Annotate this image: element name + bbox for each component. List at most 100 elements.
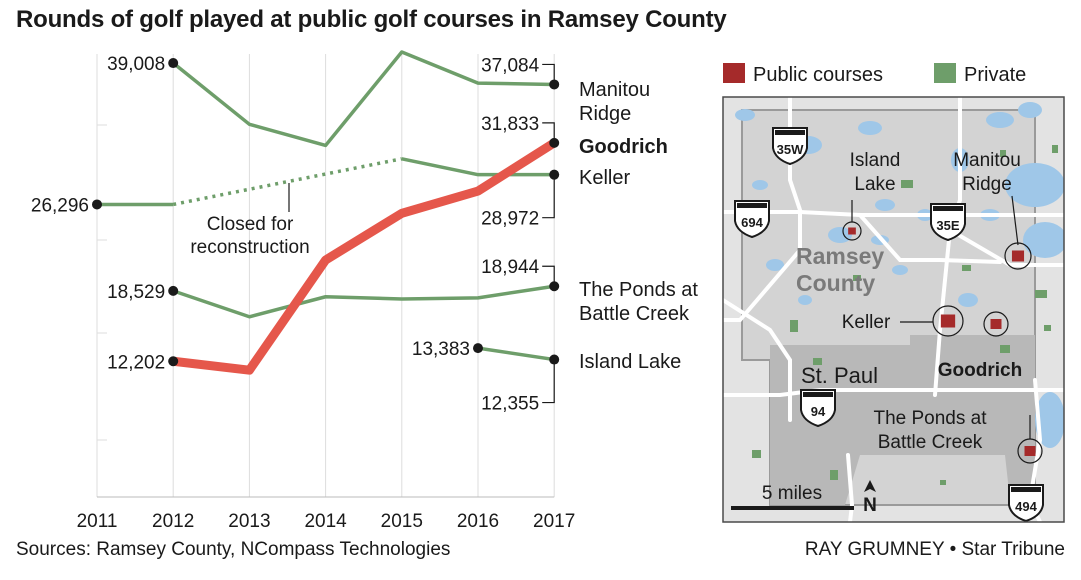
road-0 <box>723 97 802 322</box>
series-name-the-ponds-at-battle-creek-1: Battle Creek <box>579 303 690 325</box>
interstate-shield-35W <box>772 127 808 166</box>
value-label-island-lake-2016: 13,383 <box>412 339 470 360</box>
x-tick-label-2012: 2012 <box>152 511 194 532</box>
private-course-9 <box>1052 145 1058 153</box>
value-label-manitou-ridge-2012: 39,008 <box>107 54 165 75</box>
lake-16 <box>958 293 978 307</box>
legend-private-swatch <box>934 63 956 83</box>
closed-dotted-line <box>172 157 403 207</box>
x-tick-label-2011: 2011 <box>77 511 118 532</box>
county-label-0: Ramsey <box>796 243 884 269</box>
closed-label-line-0: Closed for <box>207 214 294 235</box>
private-course-12 <box>1044 325 1051 331</box>
road-5 <box>948 228 1064 267</box>
chart-grid <box>96 54 555 498</box>
map-label-ponds-1: Battle Creek <box>878 432 983 453</box>
private-course-5 <box>1000 345 1010 353</box>
series-name-manitou-ridge-0: Manitou <box>579 79 650 101</box>
chart-title: Rounds of golf played at public golf cou… <box>16 6 727 33</box>
public-course-ring-3 <box>983 311 1009 337</box>
private-course-3 <box>830 470 838 480</box>
road-4 <box>723 298 792 422</box>
value-leader-island-lake-2017 <box>542 359 555 404</box>
private-course-2 <box>813 358 822 365</box>
private-course-0 <box>901 180 913 188</box>
north-label: N <box>863 495 877 516</box>
value-label-island-lake-2017: 12,355 <box>481 394 539 415</box>
lake-15 <box>1035 392 1064 448</box>
st-paul-urban-area <box>770 335 1035 505</box>
value-leader-the-ponds-at-battle-creek-2017 <box>542 265 555 287</box>
manitou-leader <box>1011 195 1019 246</box>
value-label-the-ponds-at-battle-creek-2017: 18,944 <box>481 257 540 278</box>
private-course-10 <box>1000 150 1006 157</box>
interstate-shield-label-35E: 35E <box>936 218 959 233</box>
value-label-goodrich-2017: 31,833 <box>481 114 539 135</box>
lake-6 <box>1023 222 1064 258</box>
interstate-shield-band-494 <box>1011 487 1041 492</box>
x-tick-label-2016: 2016 <box>457 511 499 532</box>
series-name-the-ponds-at-battle-creek-0: The Ponds at <box>579 279 698 301</box>
x-axis: 2011 2012 2013 2014 2015 2016 2017 <box>77 511 576 532</box>
interstate-shield-35E <box>930 203 966 242</box>
interstate-shield-494 <box>1008 484 1044 522</box>
lake-4 <box>986 112 1014 128</box>
lake-2 <box>875 199 895 211</box>
interstate-shield-band-694 <box>737 203 767 208</box>
series-name-island-lake-0: Island Lake <box>579 351 681 373</box>
interstate-shield-label-694: 694 <box>741 215 763 230</box>
road-8 <box>858 213 1002 264</box>
value-label-keller-2017: 28,972 <box>481 209 539 230</box>
county-label-1: County <box>796 270 875 296</box>
lake-8 <box>735 109 755 121</box>
series-name-goodrich-0: Goodrich <box>579 136 668 158</box>
private-course-13 <box>940 480 946 485</box>
x-tick-label-2017: 2017 <box>533 511 575 532</box>
lake-9 <box>828 227 852 243</box>
credit-line: RAY GRUMNEY • Star Tribune <box>804 539 1065 560</box>
map-label-ponds-0: The Ponds at <box>873 408 987 429</box>
lake-18 <box>892 265 908 275</box>
interstate-shield-label-35W: 35W <box>777 142 804 157</box>
legend-public-swatch <box>723 63 745 83</box>
data-point-goodrich-2012 <box>168 356 179 367</box>
map-label-keller-0: Keller <box>842 312 891 333</box>
map-label-manitou-ridge-0: Manitou <box>953 150 1021 171</box>
interstate-shield-band-35W <box>775 130 805 135</box>
public-course-marker-2 <box>940 314 956 328</box>
interstate-shield-94 <box>800 389 836 428</box>
legend-private-label: Private <box>964 64 1026 86</box>
interstate-shield-label-494: 494 <box>1015 499 1037 514</box>
value-leader-manitou-ridge-2017 <box>542 63 555 85</box>
private-course-7 <box>853 275 861 281</box>
public-course-ring-2 <box>932 305 964 337</box>
road-6 <box>846 453 855 522</box>
north-arrow-icon <box>864 480 876 492</box>
lake-7 <box>1018 102 1042 118</box>
lake-1 <box>858 121 882 135</box>
interstate-shield-band-35E <box>933 206 963 211</box>
data-point-island-lake-2016 <box>473 343 483 354</box>
private-course-6 <box>1035 290 1047 298</box>
public-course-marker-4 <box>1024 446 1036 456</box>
public-course-marker-3 <box>990 319 1002 329</box>
x-tick-label-2015: 2015 <box>381 511 423 532</box>
interstate-shield-label-94: 94 <box>811 404 826 419</box>
scale-label: 5 miles <box>762 483 822 504</box>
series-line-manitou-ridge <box>172 50 555 148</box>
interstate-shield-694 <box>734 200 770 239</box>
lake-14 <box>766 259 784 271</box>
closed-label-line-1: reconstruction <box>190 237 309 258</box>
value-label-manitou-ridge-2017: 37,084 <box>481 55 540 76</box>
series-name-manitou-ridge-1: Ridge <box>579 103 631 125</box>
chart-series <box>97 50 557 375</box>
data-point-the-ponds-at-battle-creek-2012 <box>168 285 179 296</box>
scale-bar <box>731 506 854 510</box>
lake-17 <box>798 295 812 305</box>
lake-11 <box>752 180 768 190</box>
public-course-marker-0 <box>848 227 856 235</box>
series-line-keller-1 <box>401 157 555 177</box>
